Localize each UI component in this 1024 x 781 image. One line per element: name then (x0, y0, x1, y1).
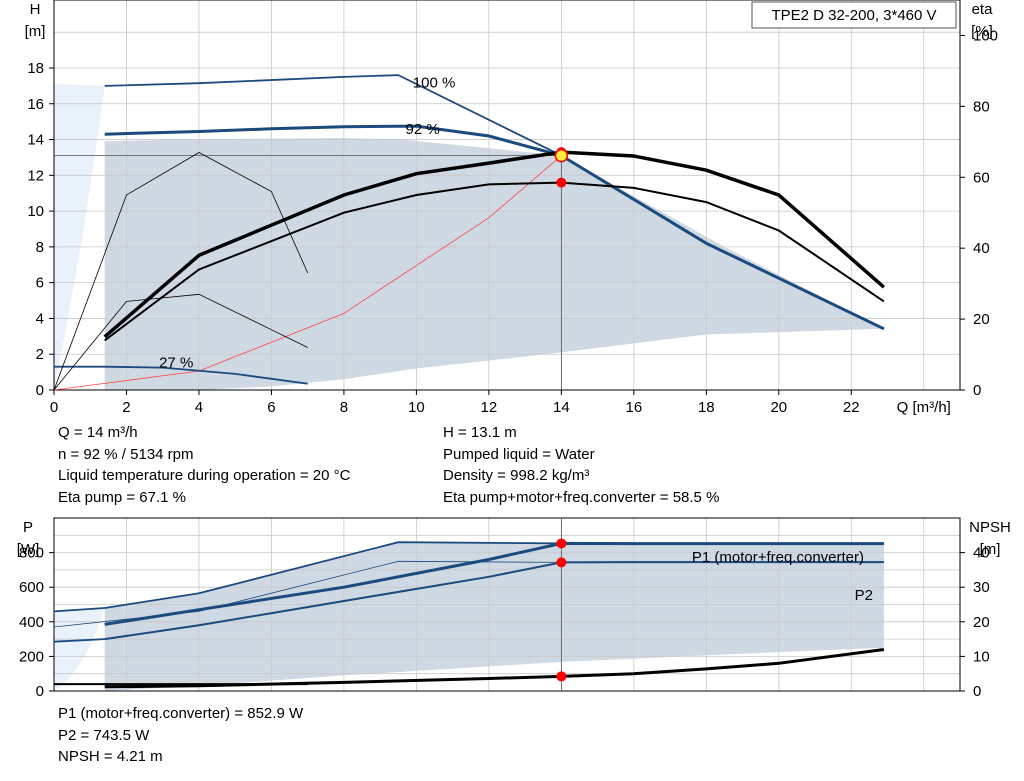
p2-marker (556, 557, 567, 568)
y-tick-label: 8 (36, 239, 44, 256)
power-tick-label: 600 (19, 579, 44, 596)
info-p2: P2 = 743.5 W (58, 726, 150, 744)
x-tick-label: 8 (340, 399, 348, 416)
p1-marker (556, 538, 567, 549)
power-curve (53, 541, 884, 613)
plot-frame-bottom (53, 517, 961, 692)
system-curve (53, 155, 562, 391)
y2-tick-label: 40 (973, 240, 990, 257)
y-tick-label: 14 (27, 132, 44, 149)
info-top-right: H = 13.1 m Pumped liquid = Water Density… (443, 422, 719, 508)
head-curve (104, 124, 562, 158)
y-tick-label: 4 (36, 310, 44, 327)
operating-range-top (104, 138, 884, 390)
info-eta-pump: Eta pump = 67.1 % (58, 488, 186, 506)
efficiency-curve (53, 152, 309, 391)
low-speed-region-top (54, 84, 105, 390)
info-bottom: P1 (motor+freq.converter) = 852.9 W P2 =… (58, 703, 303, 768)
info-pumped-liquid: Pumped liquid = Water (443, 445, 595, 463)
head-curve-label: 100 % (413, 74, 456, 91)
x-tick-label: 6 (267, 399, 275, 416)
npsh-tick-label: 20 (973, 614, 990, 631)
y2-tick-label: 20 (973, 311, 990, 328)
h-axis-title: H (30, 1, 41, 18)
y-tick-label: 6 (36, 275, 44, 292)
info-speed: n = 92 % / 5134 rpm (58, 445, 194, 463)
p1-curve-label: P1 (motor+freq.converter) (692, 549, 864, 566)
x-tick-label: 20 (770, 399, 787, 416)
low-speed-region-bottom (54, 607, 105, 691)
y-tick-label: 0 (36, 382, 44, 399)
y-tick-label: 18 (27, 60, 44, 77)
power-tick-label: 400 (19, 614, 44, 631)
npsh-tick-label: 30 (973, 579, 990, 596)
plot-frame-top (53, 0, 961, 391)
title-box (751, 1, 957, 29)
p-axis-unit: [W] (17, 541, 40, 558)
info-npsh: NPSH = 4.21 m (58, 748, 163, 765)
x-tick-label: 0 (50, 399, 58, 416)
efficiency-curve (53, 293, 308, 391)
info-liquid-temperature: Liquid temperature during operation = 20… (58, 467, 351, 484)
info-flow: Q = 14 m³/h (58, 424, 138, 441)
eta-total-marker (556, 177, 567, 188)
head-curve (560, 154, 885, 331)
y2-tick-label: 60 (973, 169, 990, 186)
y-tick-label: 10 (27, 203, 44, 220)
x-tick-label: 22 (843, 399, 860, 416)
y-tick-label: 2 (36, 346, 44, 363)
npsh-axis-title: NPSH (969, 519, 1011, 536)
title-box-text: TPE2 D 32-200, 3*460 V (771, 7, 936, 24)
info-density: Density = 998.2 kg/m³ (443, 467, 590, 484)
eta-axis-unit: [%] (971, 23, 993, 40)
x-tick-label: 16 (625, 399, 642, 416)
efficiency-curve (103, 150, 886, 339)
head-curve-label: 27 % (159, 354, 193, 371)
efficiency-curve (104, 181, 885, 342)
y2-tick-label: 80 (973, 98, 990, 115)
info-eta-total: Eta pump+motor+freq.converter = 58.5 % (443, 488, 720, 506)
x-tick-label: 2 (122, 399, 130, 416)
x-tick-label: 14 (553, 399, 570, 416)
h-axis-unit: [m] (25, 23, 46, 40)
eta-axis-title: eta (972, 1, 994, 18)
x-tick-label: 4 (195, 399, 203, 416)
power-tick-label: 800 (19, 545, 44, 562)
operating-range-bottom (104, 542, 884, 691)
info-p1: P1 (motor+freq.converter) = 852.9 W (58, 705, 304, 722)
npsh-marker (556, 671, 567, 682)
p-axis-title: P (23, 519, 33, 536)
head-curve-label: 92 % (406, 121, 440, 138)
npsh-axis-unit: [m] (980, 541, 1001, 558)
info-top-left: Q = 14 m³/h n = 92 % / 5134 rpm Liquid t… (58, 422, 350, 508)
x-axis-title: Q [m³/h] (897, 399, 951, 416)
p2-curve-label: P2 (855, 587, 873, 604)
npsh-tick-label: 10 (973, 648, 990, 665)
y2-tick-label: 0 (973, 382, 981, 399)
info-head: H = 13.1 m (443, 424, 517, 441)
head-curve (54, 365, 308, 385)
x-tick-label: 10 (408, 399, 425, 416)
y-tick-label: 16 (27, 96, 44, 113)
y-tick-label: 12 (27, 167, 44, 184)
power-tick-label: 0 (36, 683, 44, 700)
x-tick-label: 18 (698, 399, 715, 416)
power-curve (53, 560, 884, 628)
operating-point-marker (554, 148, 569, 163)
power-tick-label: 200 (19, 648, 44, 665)
y2-tick-label: 100 (973, 27, 998, 44)
x-tick-label: 12 (481, 399, 498, 416)
npsh-tick-label: 0 (973, 683, 981, 700)
power-curve (53, 638, 105, 643)
npsh-tick-label: 40 (973, 545, 990, 562)
